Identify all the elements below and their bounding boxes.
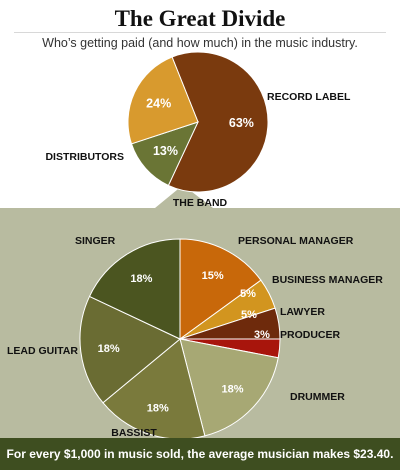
slice-category-label: BASSIST (111, 427, 157, 439)
slice-category-label: LEAD GUITAR (7, 345, 78, 357)
pie-bottom: 15% PERSONAL MANAGER 5% BUSINESS MANAGER 5% L… (7, 235, 383, 440)
pie-slice-the-band (130, 121, 199, 187)
slice-value-label: 18% (221, 383, 243, 395)
slice-category-label: SINGER (75, 235, 116, 247)
slice-value-label: 5% (241, 309, 257, 321)
footer-note: For every $1,000 in music sold, the aver… (0, 438, 400, 470)
slice-value-label: 18% (147, 403, 169, 415)
slice-category-label: DRUMMER (290, 391, 345, 403)
slice-value-label: 63% (229, 116, 254, 130)
slice-value-label: 15% (202, 270, 224, 282)
slice-value-label: 18% (130, 273, 152, 285)
slice-category-label: RECORD LABEL (267, 91, 351, 103)
slice-value-label: 5% (240, 288, 256, 300)
pie-slice-lead-guitar (79, 295, 181, 404)
pie-top: 63% RECORD LABEL 13% THE BAND 24% DISTRIBUTOR… (45, 51, 351, 209)
slice-value-label: 24% (146, 97, 171, 111)
slice-category-label: LAWYER (280, 306, 325, 318)
title-divider (14, 32, 386, 33)
slice-value-label: 18% (98, 343, 120, 355)
slice-value-label: 3% (254, 329, 270, 341)
pie-slice-distributors (127, 56, 199, 145)
page-title: The Great Divide (114, 6, 286, 31)
pie-slice-drummer (179, 338, 279, 437)
pie-slice-personal-manager (179, 238, 262, 340)
pie-slice-singer (88, 238, 181, 340)
slice-category-label: PRODUCER (280, 329, 341, 341)
pie-slice-bassist (102, 338, 206, 440)
pie-slice-record-label (167, 51, 269, 193)
slice-value-label: 13% (153, 144, 178, 158)
slice-category-label: THE BAND (173, 197, 228, 209)
slice-category-label: DISTRIBUTORS (45, 151, 124, 163)
slice-category-label: PERSONAL MANAGER (238, 235, 354, 247)
page-subtitle: Who’s getting paid (and how much) in the… (42, 36, 358, 50)
slice-category-label: BUSINESS MANAGER (272, 274, 383, 286)
